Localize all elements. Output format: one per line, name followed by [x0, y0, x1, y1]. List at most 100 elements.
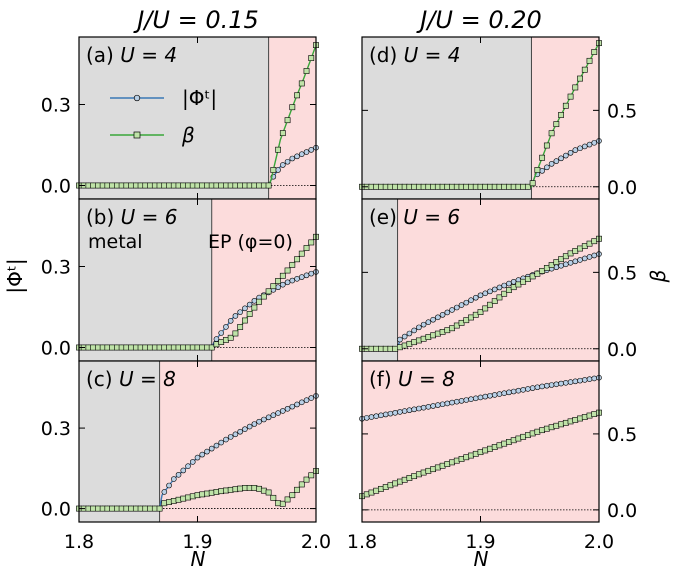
phi-data-point — [373, 413, 380, 419]
x-tick-label: 1.9 — [465, 531, 495, 553]
beta-data-point — [237, 182, 244, 189]
phi-data-point — [463, 299, 470, 306]
beta-data-point — [453, 183, 460, 190]
beta-data-point — [256, 485, 263, 492]
beta-data-point — [308, 239, 315, 246]
panel-u-value: U = 4 — [120, 43, 177, 67]
legend-phi-label: |Φᵗ| — [182, 86, 217, 110]
beta-data-point — [251, 304, 258, 311]
beta-data-point — [156, 505, 163, 512]
beta-data-point — [199, 182, 206, 189]
phi-data-point — [439, 312, 446, 318]
beta-data-point — [118, 344, 125, 351]
phi-data-point — [303, 272, 310, 279]
beta-data-point — [581, 243, 588, 249]
phi-data-point — [453, 398, 460, 405]
beta-data-point — [411, 183, 418, 190]
beta-data-point — [392, 345, 399, 352]
phi-data-point — [227, 434, 234, 440]
phi-data-point — [482, 290, 489, 297]
phi-data-point — [223, 436, 229, 443]
beta-data-point — [142, 505, 149, 512]
beta-data-point — [581, 414, 588, 420]
beta-data-point — [539, 267, 546, 274]
phi-data-point — [435, 402, 441, 408]
beta-data-point — [562, 253, 569, 260]
beta-data-point — [90, 182, 97, 189]
panel-label: (b) U = 6 — [86, 205, 178, 229]
beta-data-point — [303, 245, 310, 251]
phi-data-point — [591, 252, 598, 259]
panel-f: 0.0 0.5 1.8 1.9 2.0 (f) U = 8 — [347, 360, 637, 553]
y-tick-label: 0.3 — [41, 95, 71, 117]
phi-data-point — [577, 377, 583, 384]
beta-data-point — [185, 344, 191, 351]
phi-data-point — [180, 467, 187, 474]
beta-data-point — [109, 505, 116, 512]
phi-data-point — [534, 384, 541, 391]
beta-data-point — [109, 182, 116, 189]
beta-data-point — [180, 344, 187, 351]
phi-data-point — [406, 330, 413, 337]
beta-data-point — [265, 489, 272, 496]
beta-data-point — [132, 344, 139, 351]
beta-data-point — [558, 256, 564, 263]
beta-data-point — [562, 102, 569, 109]
beta-data-point — [166, 182, 172, 189]
beta-data-point — [128, 182, 135, 189]
beta-data-point — [232, 330, 239, 337]
beta-data-point — [387, 183, 394, 190]
beta-data-point — [246, 485, 253, 491]
beta-data-point — [567, 418, 574, 425]
beta-data-point — [118, 505, 125, 512]
beta-data-point — [449, 183, 455, 190]
panel-letter: (b) — [86, 205, 121, 229]
beta-data-point — [586, 240, 593, 247]
beta-data-point — [415, 471, 422, 478]
panel-b: 0.0 0.3 (b) U = 6 — [41, 198, 319, 362]
phi-data-point — [444, 309, 451, 316]
beta-data-point — [562, 419, 569, 426]
beta-data-point — [420, 183, 427, 190]
phi-data-point — [472, 294, 479, 301]
phi-data-point — [294, 401, 300, 408]
beta-data-point — [246, 311, 253, 317]
beta-data-point — [90, 344, 97, 351]
y-tick-label: 0.5 — [607, 100, 637, 122]
x-axis-label-left: N — [191, 547, 206, 571]
phi-data-point — [242, 305, 248, 312]
beta-data-point — [477, 309, 484, 315]
phi-data-point — [491, 286, 498, 293]
beta-data-point — [132, 182, 139, 189]
phi-data-point — [572, 258, 579, 265]
beta-data-point — [472, 311, 479, 318]
phi-data-point — [501, 282, 508, 289]
phi-data-point — [501, 390, 508, 397]
panel-label: (e) U = 6 — [369, 205, 460, 229]
beta-data-point — [406, 183, 413, 190]
phi-data-point — [563, 261, 569, 268]
beta-data-point — [472, 450, 479, 457]
beta-data-point — [524, 432, 531, 439]
phi-data-point — [213, 442, 220, 449]
phi-data-point — [246, 301, 253, 308]
beta-data-point — [279, 272, 286, 279]
phi-data-point — [397, 336, 403, 343]
beta-data-point — [180, 182, 187, 189]
beta-data-point — [453, 457, 460, 464]
beta-data-point — [567, 250, 574, 257]
phi-data-point — [563, 152, 569, 159]
phi-data-point — [567, 379, 574, 385]
beta-data-point — [430, 183, 436, 190]
beta-data-point — [227, 486, 234, 493]
phi-data-point — [392, 409, 398, 416]
beta-data-point — [189, 493, 196, 500]
phi-data-point — [491, 392, 498, 398]
beta-data-point — [289, 104, 296, 111]
beta-data-point — [156, 344, 163, 351]
beta-data-point — [151, 344, 158, 351]
beta-data-point — [482, 447, 489, 454]
beta-data-point — [382, 183, 389, 190]
phi-data-point — [171, 476, 177, 482]
beta-data-point — [382, 484, 389, 490]
